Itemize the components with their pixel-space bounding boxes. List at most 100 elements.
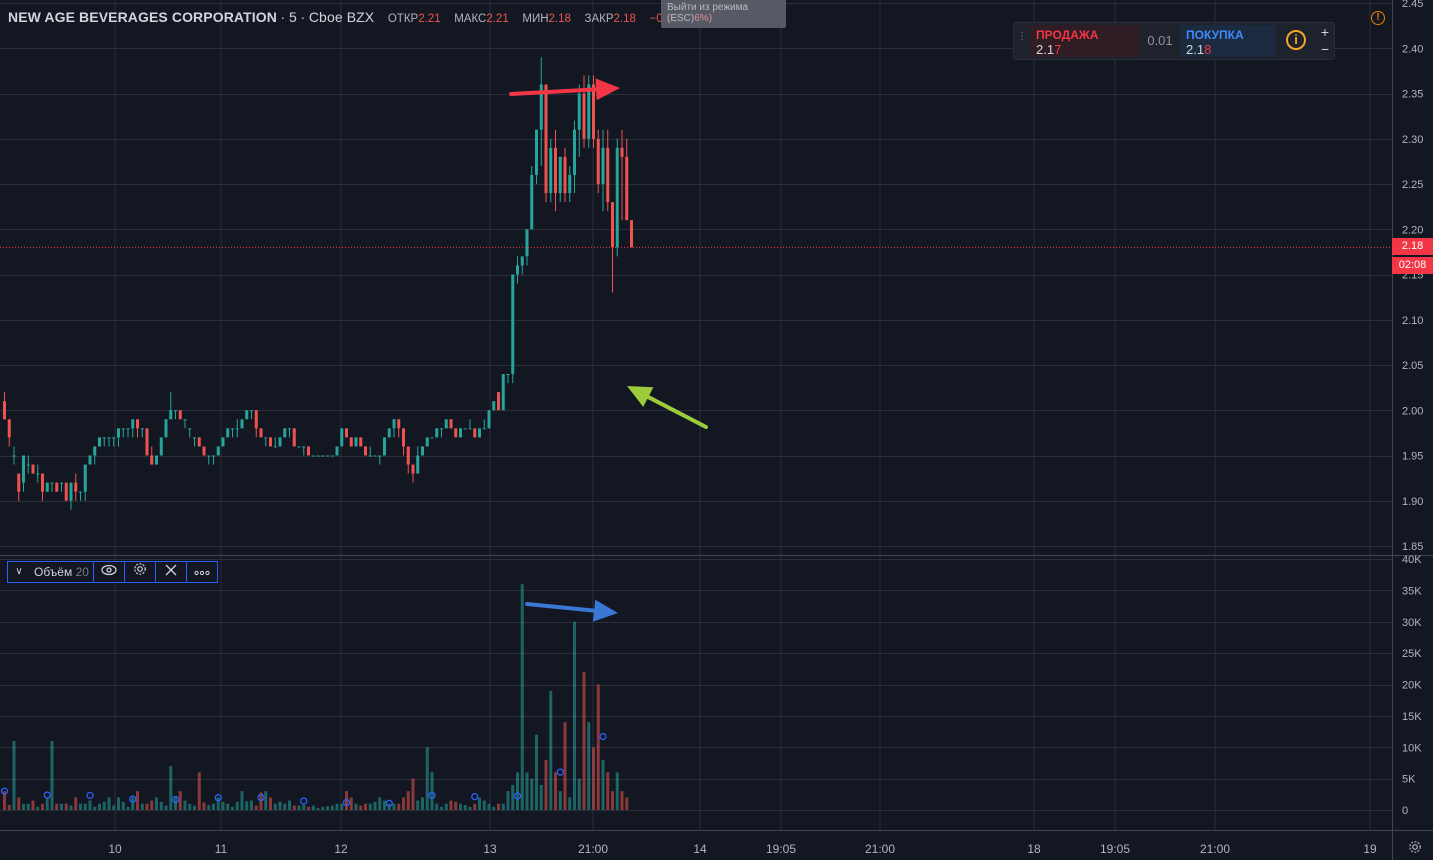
volume-bar [454,801,458,810]
volume-bar [197,772,201,810]
volume-bar [150,800,154,810]
volume-indicator-title[interactable]: Объём 20 [30,561,94,583]
candle-body [231,428,234,430]
volume-axis[interactable]: 40K 35K 30K 25K 20K 15K 10K 5K 0 [1402,554,1422,817]
volume-bar [164,805,168,810]
volume-bar [411,778,415,810]
plus-button[interactable]: + [1320,24,1330,40]
time-tick-label: 10 [108,842,122,856]
info-icon[interactable]: i [1286,30,1306,50]
annotation-arrows [509,78,708,622]
candle-body [41,473,44,492]
trade-panel: ⋮⋮ ПРОДАЖА 2.17 0.01 ПОКУПКА 2.18 i + − [1013,22,1335,60]
candle-body [383,437,386,456]
volume-bar [26,803,30,810]
candle-body [321,455,325,457]
candle-body [425,437,429,447]
volume-length: 20 [75,565,89,579]
candle-body [516,265,519,275]
candle-body [183,419,187,421]
alert-icon[interactable]: ! [1371,11,1385,25]
price-tick-label: 1.90 [1402,496,1423,508]
minus-button[interactable]: − [1320,41,1330,57]
buy-label: ПОКУПКА [1186,28,1244,42]
price-tick-label: 2.00 [1402,405,1423,417]
interval[interactable]: 5 [288,9,297,25]
symbol-name[interactable]: NEW AGE BEVERAGES CORPORATION [8,9,277,25]
candle-body [568,174,572,194]
volume-bar [93,806,97,810]
candle-body [406,446,410,465]
volume-ma-marker [471,792,479,801]
candle-body [216,446,220,456]
candle-body [250,410,253,412]
time-tick-label: 12 [334,842,348,856]
candle-body [292,428,296,447]
price-tick-label: 1.85 [1402,541,1423,553]
countdown-badge: 02:08 [1392,257,1433,274]
price-axis[interactable]: 2.452.402.352.302.252.202.152.102.052.00… [1402,0,1423,553]
volume-bar [373,801,377,810]
volume-tick-label: 10K [1402,742,1422,754]
volume-ma-marker [171,795,180,804]
candle-body [549,147,553,194]
volume-bar [392,803,396,810]
candle-body [573,129,576,175]
close-icon[interactable] [155,561,187,583]
eye-icon[interactable] [93,561,125,583]
volume-bar [302,804,306,810]
candle-body [311,455,315,457]
time-tick-label: 19 [1363,842,1377,856]
candle-body [345,428,348,438]
volume-bar [269,797,272,810]
candle-body [440,428,443,430]
arrow-head [593,599,618,622]
volume-bar [259,792,263,810]
volume-bar [216,797,220,810]
buy-button[interactable]: ПОКУПКА 2.18 [1180,25,1276,57]
volume-tick-label: 15K [1402,711,1422,723]
candle-body [554,147,557,194]
close-label: ЗАКР [584,13,614,25]
volume-bar [278,801,282,810]
tooltip-line2-tail: 6%) [694,13,713,24]
candle-body [592,84,595,139]
candle-body [606,147,610,203]
collapse-chevron-icon[interactable]: ∨ [7,561,30,583]
volume-bar [416,800,420,810]
volume-bar [297,805,301,810]
volume-bar [159,801,163,810]
volume-bar [340,803,344,810]
volume-bar [88,800,92,810]
candle-body [107,437,111,439]
volume-bar [430,772,434,810]
volume-bar [568,797,572,810]
candle-body [259,428,263,438]
volume-bar [155,797,158,810]
volume-bar [421,797,424,810]
volume-bar [45,797,49,810]
gear-icon[interactable] [124,561,156,583]
drag-handle-icon[interactable]: ⋮⋮ [1017,31,1037,42]
candle-body [392,419,396,429]
arrow-shaft [509,87,599,96]
candle-body [88,455,92,465]
candle-body [473,428,477,438]
arrow-head [627,386,654,407]
more-icon[interactable] [186,561,218,583]
current-price-badge: 2.18 [1392,238,1433,255]
volume-tick-label: 40K [1402,554,1422,566]
candle-body [178,410,182,420]
open-label: ОТКР [387,13,419,25]
time-axis[interactable]: 10 11 12 13 21:00 14 19:05 21:00 18 19:05 21:00 19 [108,842,1377,856]
chart-settings-icon[interactable] [1408,840,1422,854]
volume-ma-marker [257,793,265,802]
volume-bar [245,801,249,810]
sell-button[interactable]: ПРОДАЖА 2.17 [1030,25,1140,57]
volume-bar [235,801,239,810]
candle-body [544,84,548,194]
volume-bar [468,806,472,810]
candle-body [625,156,629,221]
